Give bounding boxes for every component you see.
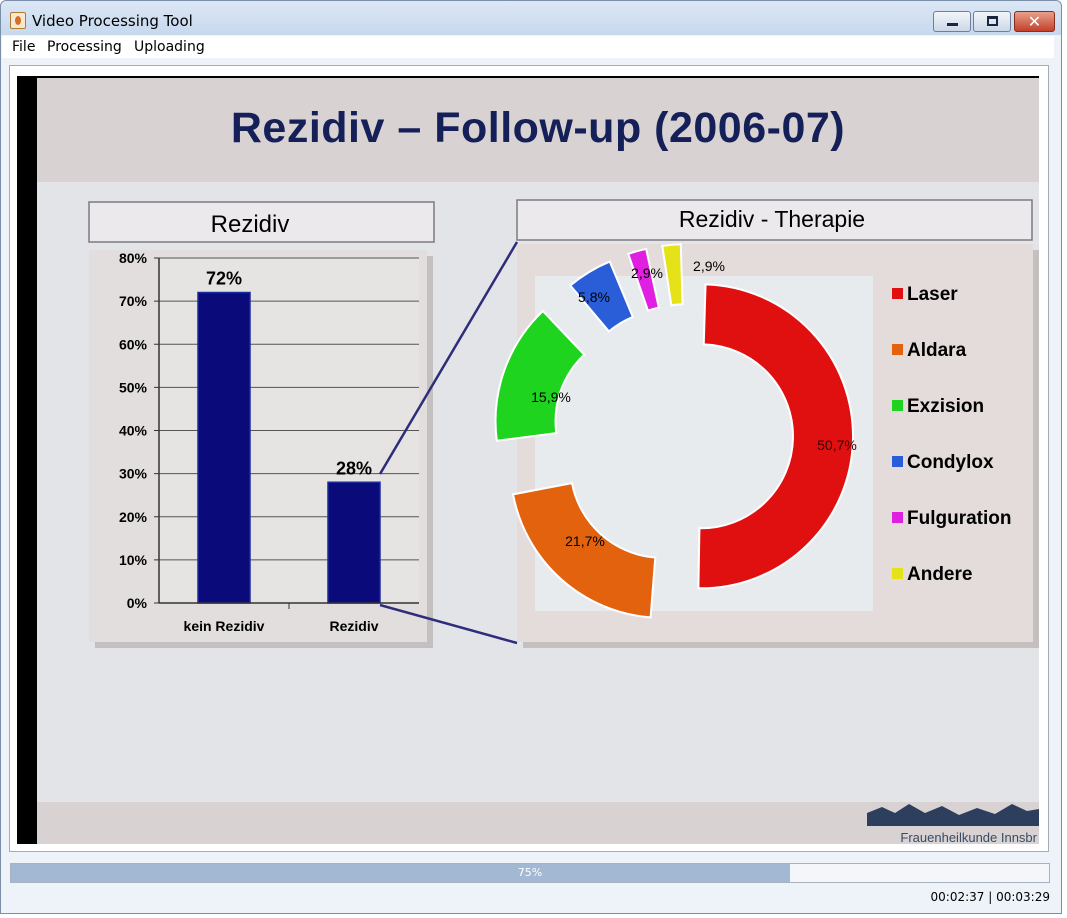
mountain-logo bbox=[867, 804, 1039, 826]
minimize-icon bbox=[947, 23, 958, 26]
donut-slice-label: 15,9% bbox=[531, 389, 571, 405]
legend-swatch bbox=[892, 568, 903, 579]
legend-swatch bbox=[892, 512, 903, 523]
bar-ytick-label: 60% bbox=[119, 336, 148, 352]
slide-title: Rezidiv – Follow-up (2006-07) bbox=[230, 104, 846, 152]
bar-chart-title: Rezidiv bbox=[211, 211, 290, 238]
close-icon: ✕ bbox=[1027, 12, 1042, 31]
donut-slice bbox=[511, 481, 657, 619]
java-app-icon bbox=[10, 12, 26, 29]
bar-data-label: 28% bbox=[336, 458, 372, 478]
donut-slice-label: 50,7% bbox=[817, 437, 857, 453]
menu-bar: File Processing Uploading bbox=[2, 36, 1054, 58]
title-bar[interactable]: Video Processing Tool ✕ bbox=[1, 1, 1061, 35]
legend-label: Andere bbox=[907, 564, 972, 585]
slide-header bbox=[37, 78, 1039, 182]
donut-slice-label: 2,9% bbox=[693, 258, 725, 274]
bar-ytick-label: 50% bbox=[119, 379, 148, 395]
donut-slice bbox=[661, 243, 684, 307]
bar-ytick-label: 40% bbox=[119, 423, 148, 439]
bar-ytick-label: 10% bbox=[119, 552, 148, 568]
slide: Rezidiv – Follow-up (2006-07) Rezidiv 0%… bbox=[37, 78, 1039, 844]
slide-footer-text: Frauenheilkunde Innsbr bbox=[900, 830, 1037, 844]
donut-slice-label: 5,8% bbox=[578, 289, 610, 305]
donut-legend: Laser Aldara Exzision Condylox Fulguration An… bbox=[892, 284, 1011, 585]
bar-ytick-label: 70% bbox=[119, 293, 148, 309]
connector-line-bottom bbox=[379, 603, 518, 645]
bar bbox=[197, 291, 251, 604]
donut-slice bbox=[626, 247, 660, 312]
bar-ytick-label: 30% bbox=[119, 466, 148, 482]
legend-swatch bbox=[892, 400, 903, 411]
menu-uploading[interactable]: Uploading bbox=[134, 39, 205, 55]
legend-label: Condylox bbox=[907, 452, 994, 473]
maximize-icon bbox=[987, 16, 998, 26]
menu-processing[interactable]: Processing bbox=[47, 39, 122, 55]
playback-time: 00:02:37 | 00:03:29 bbox=[930, 890, 1050, 904]
donut-slice bbox=[494, 309, 586, 442]
close-button[interactable]: ✕ bbox=[1014, 11, 1055, 32]
bar bbox=[327, 481, 381, 604]
bar-ytick-label: 80% bbox=[119, 250, 148, 266]
bar-category-label: kein Rezidiv bbox=[184, 618, 265, 634]
legend-label: Exzision bbox=[907, 396, 984, 417]
bar-category-label: Rezidiv bbox=[329, 618, 378, 634]
connector-line-top bbox=[378, 241, 519, 475]
legend-swatch bbox=[892, 288, 903, 299]
window-title: Video Processing Tool bbox=[32, 12, 193, 30]
bar-data-label: 72% bbox=[206, 269, 242, 289]
donut-slice-label: 21,7% bbox=[565, 533, 605, 549]
donut-slice bbox=[697, 283, 855, 590]
progress-bar: 75% bbox=[10, 863, 1050, 883]
donut-chart-title: Rezidiv - Therapie bbox=[679, 206, 865, 232]
donut-slice bbox=[568, 260, 635, 333]
legend-swatch bbox=[892, 456, 903, 467]
donut-slice-label: 2,9% bbox=[631, 265, 663, 281]
maximize-button[interactable] bbox=[973, 11, 1011, 32]
legend-label: Fulguration bbox=[907, 508, 1011, 529]
minimize-button[interactable] bbox=[933, 11, 971, 32]
bar-chart: 0% 10% 20% 30% 40% 50% 60% 70% 80% 72% kein Rezidi… bbox=[119, 250, 419, 634]
legend-swatch bbox=[892, 344, 903, 355]
legend-label: Laser bbox=[907, 284, 958, 305]
donut-title-box bbox=[516, 199, 1033, 241]
bar-ytick-label: 20% bbox=[119, 509, 148, 525]
donut-chart: 50,7% 21,7% 15,9% 5,8% 2,9% 2,9% bbox=[494, 243, 857, 619]
bar-title-box bbox=[88, 201, 435, 243]
legend-label: Aldara bbox=[907, 340, 967, 361]
bar-ytick-label: 0% bbox=[127, 595, 148, 611]
video-frame[interactable]: Rezidiv – Follow-up (2006-07) Rezidiv 0%… bbox=[17, 76, 1039, 844]
menu-file[interactable]: File bbox=[12, 39, 36, 55]
progress-label: 75% bbox=[517, 866, 543, 879]
progress-fill bbox=[11, 864, 790, 882]
slide-charts: Rezidiv 0% 10% 20% 30% 40% 50% 60% 70% 80% 72% kei… bbox=[88, 199, 1039, 826]
